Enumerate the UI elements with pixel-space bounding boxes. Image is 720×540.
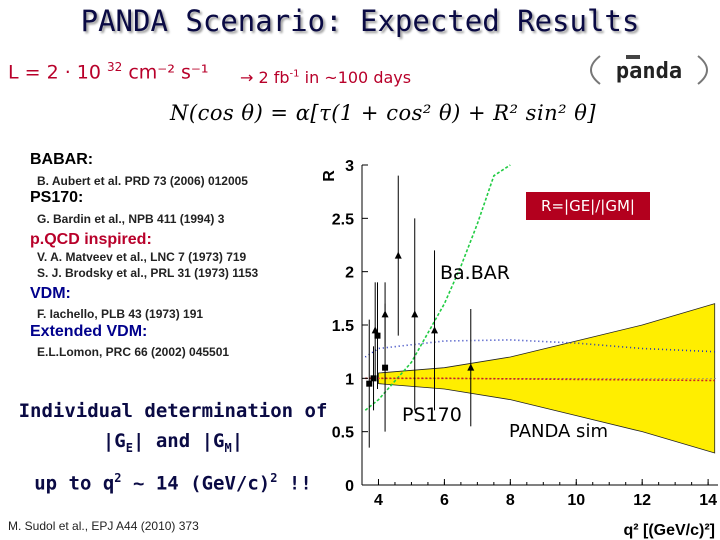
y-tick-label: 2: [345, 265, 354, 282]
logo-bar: [626, 55, 640, 59]
integrated-suffix: in ~100 days: [299, 68, 412, 87]
ref-ps170-line: G. Bardin et al., NPB 411 (1994) 3: [37, 212, 225, 226]
x-tick-label: 14: [699, 492, 717, 509]
ratio-plot: 0 0.5 1 1.5 2 2.5 3 4 6 8 10 12 14 Rq² [(GeV/c)²]: [321, 158, 718, 539]
x-tick-label: 12: [633, 492, 651, 509]
ps170-point: [370, 375, 377, 382]
summary-statement: Individual determination of |GE| and |GM…: [0, 396, 346, 498]
ref-pqcd-line-1: V. A. Matveev et al., LNC 7 (1973) 719: [37, 250, 247, 264]
y-tick-label: 0: [345, 478, 354, 495]
luminosity-formula: L = 2 · 10 32 cm⁻² s⁻¹: [8, 60, 209, 83]
logo-text: panda: [616, 59, 682, 84]
ref-babar-line: B. Aubert et al. PRD 73 (2006) 012005: [37, 174, 248, 188]
ref-pqcd-heading: p.QCD inspired:: [30, 231, 152, 248]
babar-point: [394, 251, 402, 259]
babar-point: [411, 310, 419, 318]
ref-vdm-line: F. Iachello, PLB 43 (1973) 191: [37, 307, 204, 321]
lumi-exponent: 32: [107, 60, 123, 74]
ratio-label-box: R=|GE|/|GM|: [526, 192, 650, 220]
ps170-point: [374, 332, 381, 339]
ps170-label: PS170: [402, 404, 462, 426]
babar-point: [431, 326, 439, 334]
summary-line-2: |GE| and |GM|: [102, 430, 244, 455]
integrated-luminosity: → 2 fb-1 in ~100 days: [240, 68, 411, 87]
ref-ps170-heading: PS170:: [30, 189, 84, 206]
integrated-prefix: → 2 fb: [240, 68, 290, 87]
angular-distribution-formula: N(cos θ) = α[τ(1 + cos² θ) + R² sin² θ]: [170, 101, 597, 125]
ref-extvdm-heading: Extended VDM:: [30, 323, 148, 340]
slide-title: PANDA Scenario: Expected Results: [80, 4, 640, 38]
curve-vdm-blue: [364, 339, 715, 358]
lumi-units: cm⁻² s⁻¹: [122, 61, 209, 84]
y-tick-label: 0.5: [332, 425, 354, 442]
ps170-point: [366, 380, 373, 387]
y-tick-label: 3: [345, 158, 354, 175]
ref-extvdm-line: E.L.Lomon, PRC 66 (2002) 045501: [37, 345, 230, 359]
logo-right-arc: [697, 55, 708, 85]
lumi-prefix: L = 2 · 10: [8, 61, 108, 84]
panda-sim-label: PANDA sim: [509, 421, 608, 442]
y-axis-label: R: [321, 170, 338, 182]
x-tick-label: 8: [506, 492, 515, 509]
x-tick-label: 4: [374, 492, 383, 509]
panda-logo: panda: [590, 55, 708, 85]
y-tick-label: 1: [345, 371, 354, 388]
ps170-point: [382, 364, 389, 371]
ref-pqcd-line-2: S. J. Brodsky et al., PRL 31 (1973) 1153: [37, 266, 259, 280]
babar-label: Ba.BAR: [440, 262, 510, 284]
ref-vdm-heading: VDM:: [30, 285, 71, 302]
x-axis-label: q² [(GeV/c)²]: [623, 522, 715, 539]
x-tick-label: 10: [567, 492, 585, 509]
summary-line-3: up to q2 ~ 14 (GeV/c)2 !!: [34, 470, 312, 495]
summary-line-1: Individual determination of: [18, 400, 328, 422]
curve-ext-vdm-red: [365, 377, 715, 382]
curve-pqcd-green: [364, 164, 511, 411]
y-tick-label: 2.5: [332, 211, 354, 228]
logo-left-arc: [590, 55, 601, 85]
integrated-exponent: -1: [289, 68, 300, 80]
x-tick-label: 6: [440, 492, 449, 509]
babar-point: [371, 326, 379, 334]
citation: M. Sudol et al., EPJ A44 (2010) 373: [8, 519, 199, 533]
babar-point: [467, 363, 475, 371]
ref-babar-heading: BABAR:: [30, 151, 94, 168]
y-tick-label: 1.5: [332, 318, 354, 335]
